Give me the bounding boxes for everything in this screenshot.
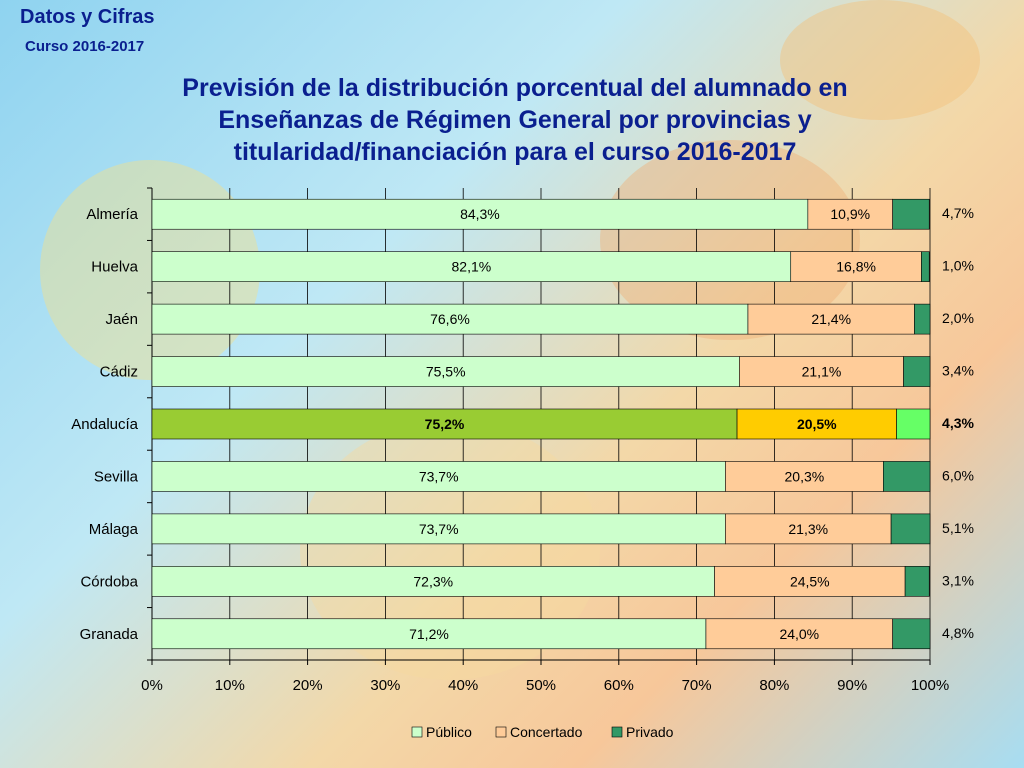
bar-segment <box>151 513 726 545</box>
bar-segment <box>892 198 930 230</box>
legend-label: Público <box>426 724 472 740</box>
bar-segment <box>921 251 930 282</box>
category-label: Sevilla <box>94 468 139 485</box>
bar-segment <box>807 198 893 230</box>
x-tick-label: 30% <box>370 677 400 694</box>
data-label: 10,9% <box>830 206 870 222</box>
x-tick-label: 70% <box>682 677 712 694</box>
header-title: Datos y Cifras <box>20 6 155 28</box>
data-label: 75,2% <box>425 416 465 432</box>
legend-swatch <box>411 726 423 738</box>
legend-swatch <box>611 726 623 738</box>
bar-segment <box>914 303 931 335</box>
data-label: 2,0% <box>942 310 974 326</box>
chart-title-line: titularidad/financiación para el curso 2… <box>233 138 797 166</box>
data-label: 73,7% <box>419 521 459 537</box>
data-label: 21,1% <box>802 364 842 380</box>
data-label: 3,1% <box>942 572 974 588</box>
category-label: Granada <box>80 626 139 643</box>
bar-segment <box>747 303 915 335</box>
legend-label: Privado <box>626 724 674 740</box>
data-label: 76,6% <box>430 311 470 327</box>
data-label: 16,8% <box>836 259 876 275</box>
bar-segment <box>151 408 738 440</box>
bar-segment <box>714 566 906 597</box>
chart-title: Previsión de la distribución porcentual … <box>60 72 970 168</box>
x-tick-label: 100% <box>911 677 949 694</box>
bar-segment <box>904 566 930 597</box>
bar-segment <box>790 251 922 282</box>
data-label: 21,3% <box>788 521 828 537</box>
data-label: 4,7% <box>942 205 974 221</box>
category-label: Córdoba <box>80 573 138 590</box>
x-tick-label: 20% <box>293 677 323 694</box>
header-subtitle: Curso 2016-2017 <box>25 38 145 55</box>
data-label: 20,5% <box>797 416 837 432</box>
data-label: 1,0% <box>942 258 974 274</box>
data-label: 84,3% <box>460 206 500 222</box>
data-label: 3,4% <box>942 363 974 379</box>
bar-segment <box>739 356 904 387</box>
data-label: 4,8% <box>942 625 974 641</box>
bar-segment <box>151 251 792 282</box>
category-label: Andalucía <box>71 416 138 433</box>
category-label: Almería <box>86 206 138 223</box>
data-label: 24,0% <box>779 626 819 642</box>
bar-segment <box>151 566 715 597</box>
x-tick-label: 90% <box>837 677 867 694</box>
x-tick-label: 50% <box>526 677 556 694</box>
data-label: 6,0% <box>942 467 974 483</box>
x-tick-label: 0% <box>141 677 163 694</box>
category-label: Cádiz <box>100 364 138 381</box>
bar-segment <box>892 618 931 650</box>
data-label: 82,1% <box>452 259 492 275</box>
data-label: 24,5% <box>790 573 830 589</box>
legend-swatch <box>495 726 507 738</box>
x-tick-label: 60% <box>604 677 634 694</box>
bar-segment <box>725 461 884 492</box>
x-tick-label: 10% <box>215 677 245 694</box>
data-label: 5,1% <box>942 520 974 536</box>
category-label: Huelva <box>91 259 138 276</box>
bar-segment <box>151 198 809 230</box>
chart-title-line: Enseñanzas de Régimen General por provin… <box>218 106 812 134</box>
data-label: 73,7% <box>419 468 459 484</box>
x-tick-label: 80% <box>759 677 789 694</box>
bar-segment <box>151 461 726 492</box>
data-label: 21,4% <box>811 311 851 327</box>
data-label: 71,2% <box>409 626 449 642</box>
legend-label: Concertado <box>510 724 583 740</box>
data-label: 72,3% <box>413 573 453 589</box>
bar-segment <box>883 461 931 492</box>
data-label: 20,3% <box>785 468 825 484</box>
bar-segment <box>903 356 931 387</box>
category-label: Jaén <box>105 311 138 328</box>
x-tick-label: 40% <box>448 677 478 694</box>
bar-segment <box>705 618 893 650</box>
bar-segment <box>896 408 931 440</box>
bar-segment <box>725 513 892 545</box>
background-decoration <box>780 0 980 120</box>
bar-segment <box>736 408 897 440</box>
data-label: 75,5% <box>426 364 466 380</box>
bar-segment <box>151 618 707 650</box>
bar-segment <box>890 513 931 545</box>
chart-title-line: Previsión de la distribución porcentual … <box>182 74 848 102</box>
data-label: 4,3% <box>942 415 974 431</box>
category-label: Málaga <box>89 521 139 538</box>
